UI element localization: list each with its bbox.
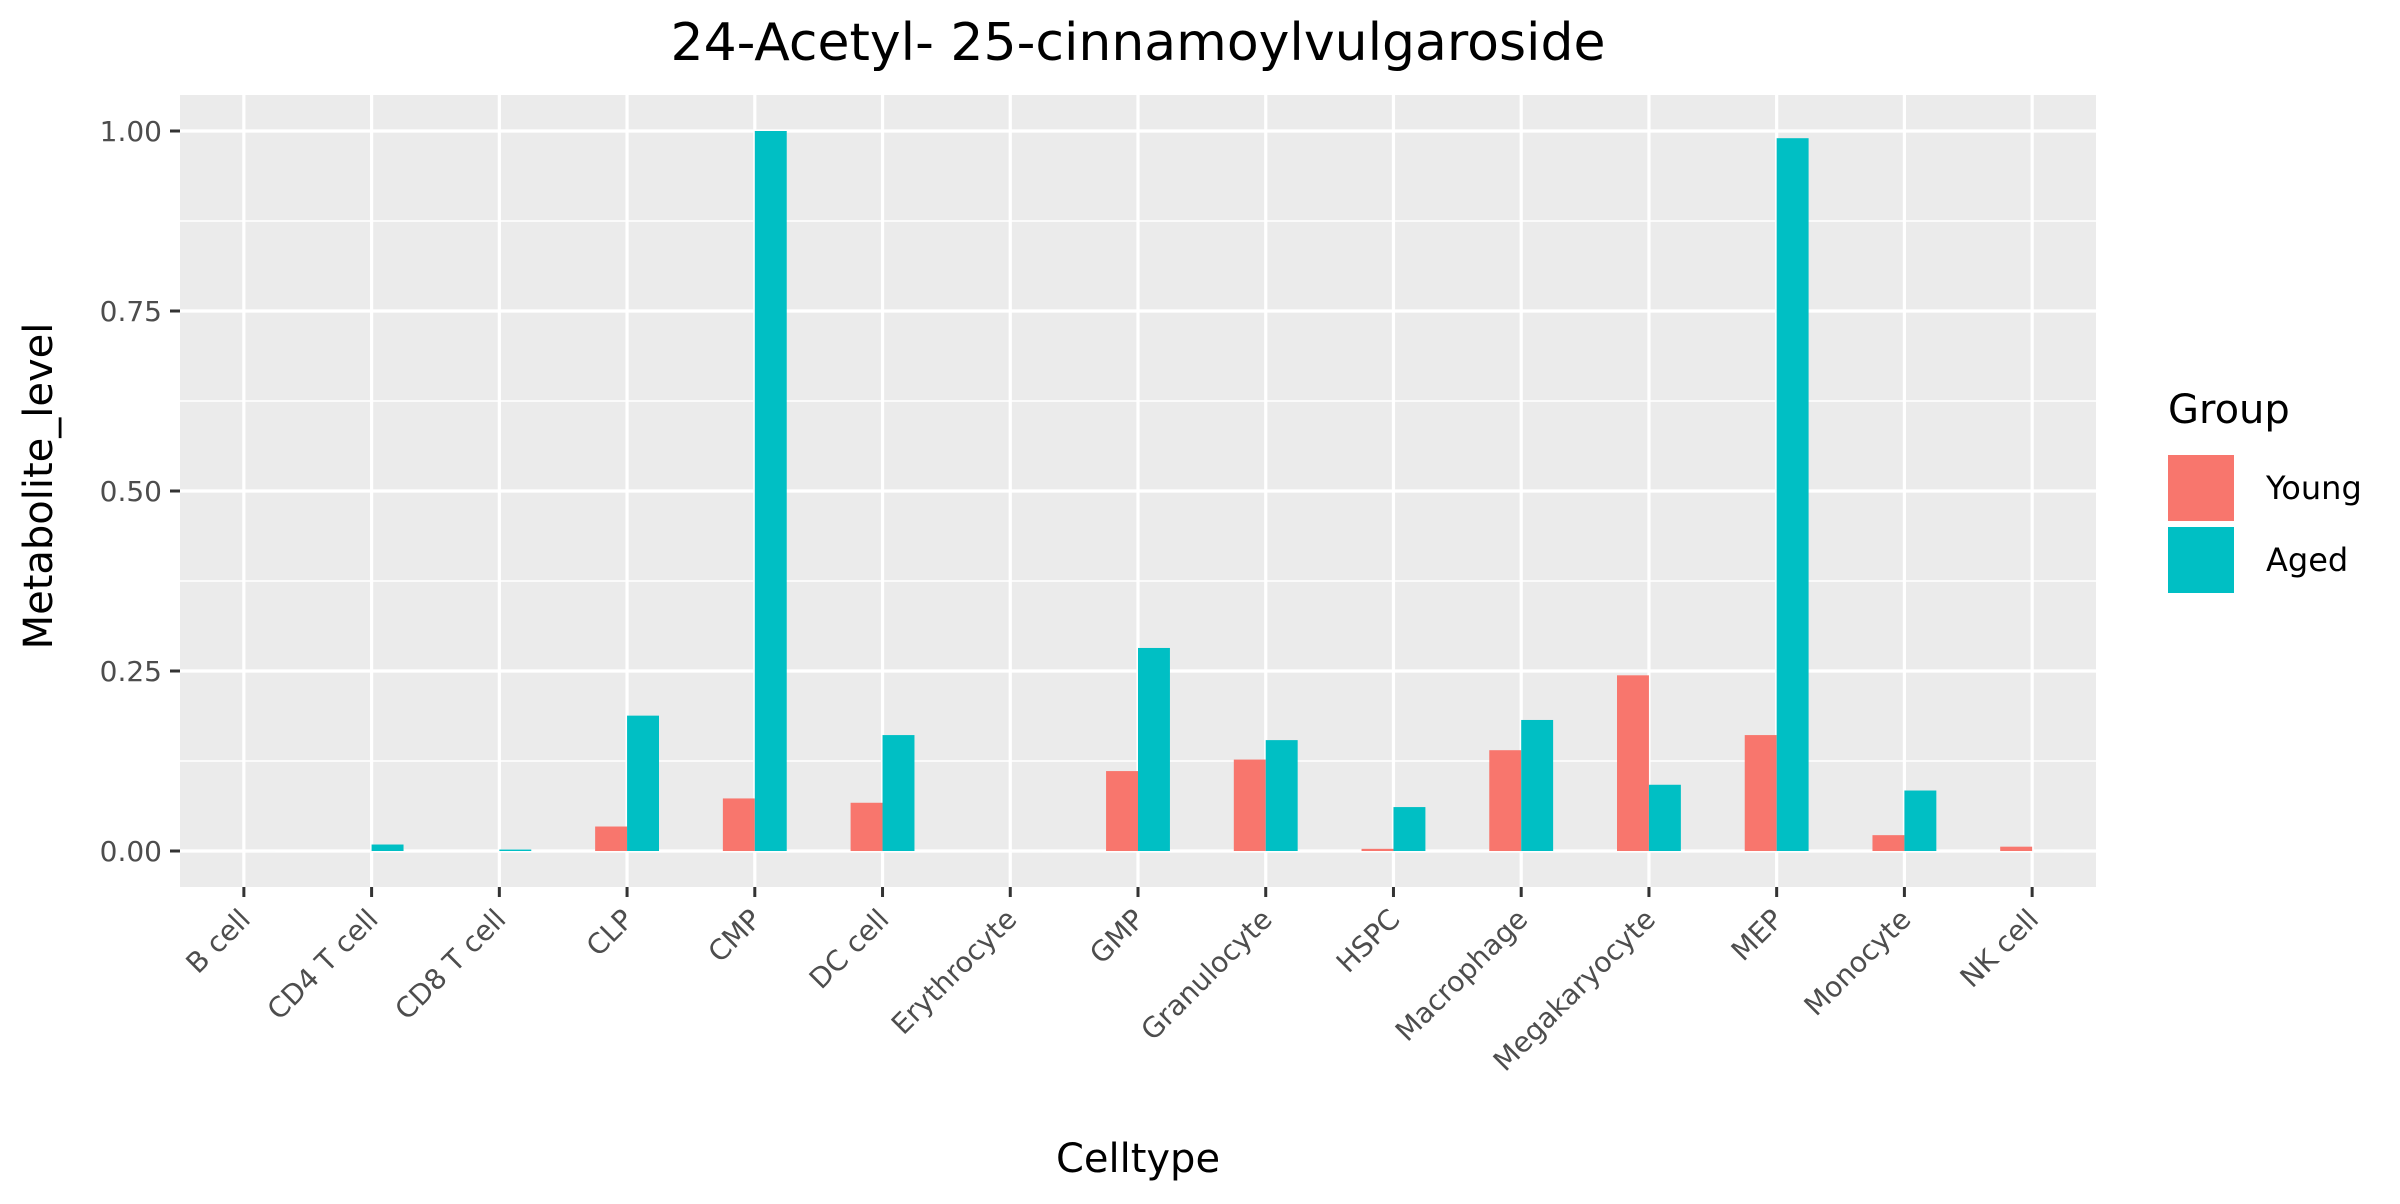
legend-title: Group — [2168, 387, 2290, 433]
bar-young — [1234, 760, 1266, 851]
legend: Group Young Aged — [2168, 387, 2362, 593]
bar-young — [1745, 735, 1777, 851]
y-axis-title: Metabolite_level — [16, 323, 62, 650]
x-tick-label: CD4 T cell — [261, 903, 385, 1027]
y-tick-label: 0.25 — [100, 655, 162, 688]
x-tick-label: MEP — [1725, 903, 1790, 968]
bar-young — [1617, 675, 1649, 851]
x-tick-label: Erythrocyte — [885, 903, 1023, 1041]
bar-aged — [883, 735, 915, 851]
bar-aged — [1904, 791, 1936, 851]
x-tick-label: B cell — [180, 903, 257, 980]
bar-aged — [1393, 807, 1425, 851]
x-tick-label: DC cell — [803, 903, 896, 996]
bar-aged — [372, 845, 404, 851]
x-tick-label: Macrophage — [1389, 903, 1534, 1048]
bar-aged — [1777, 138, 1809, 851]
x-tick-label: HSPC — [1330, 903, 1407, 980]
chart-title: 24-Acetyl- 25-cinnamoylvulgaroside — [670, 13, 1605, 73]
x-tick-label: CLP — [580, 903, 640, 963]
y-tick-label: 0.75 — [100, 295, 162, 328]
bar-aged — [1649, 785, 1681, 851]
bar-aged — [499, 850, 531, 851]
bar-young — [1362, 849, 1394, 851]
legend-key-young — [2168, 455, 2234, 521]
bar-young — [595, 827, 627, 851]
legend-label-aged: Aged — [2266, 541, 2348, 579]
bar-young — [2000, 847, 2032, 851]
bar-young — [1106, 771, 1138, 851]
bar-young — [1872, 835, 1904, 851]
bar-young — [1489, 750, 1521, 851]
y-axis: 0.00 0.25 0.50 0.75 1.00 — [100, 115, 180, 868]
x-tick-label: Monocyte — [1798, 903, 1918, 1023]
bar-aged — [1266, 740, 1298, 851]
x-tick-label: CD8 T cell — [389, 903, 513, 1027]
legend-key-aged — [2168, 527, 2234, 593]
bar-young — [723, 798, 755, 851]
y-tick-label: 0.00 — [100, 835, 162, 868]
bar-young — [851, 803, 883, 851]
x-tick-label: NK cell — [1954, 903, 2045, 994]
x-tick-label: CMP — [702, 903, 768, 969]
x-axis-title: Celltype — [1056, 1136, 1220, 1182]
y-tick-label: 0.50 — [100, 475, 162, 508]
y-tick-label: 1.00 — [100, 115, 162, 148]
x-tick-label: Granulocyte — [1134, 903, 1278, 1047]
x-tick-label: GMP — [1083, 903, 1151, 971]
bar-aged — [1138, 648, 1170, 851]
bar-aged — [627, 716, 659, 851]
legend-label-young: Young — [2265, 469, 2362, 507]
bar-aged — [1521, 720, 1553, 851]
bar-aged — [755, 131, 787, 851]
